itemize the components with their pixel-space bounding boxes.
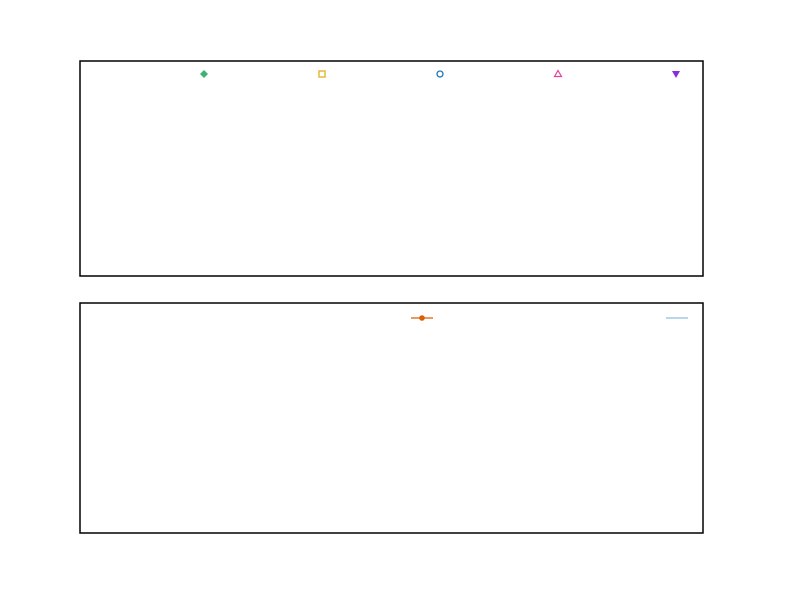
- legend-marker-fry: [318, 70, 326, 78]
- bottom-legend: [411, 315, 688, 321]
- legend-marker-silvery-parr: [553, 69, 563, 78]
- top-legend: [200, 69, 680, 78]
- legend-marker-daily-catch: [419, 315, 425, 321]
- legend-marker-smolt: [672, 71, 680, 78]
- bottom-plot-frame: [79, 302, 704, 534]
- legend-marker-alevin: [200, 70, 208, 78]
- legend-marker-parr: [436, 70, 444, 78]
- top-plot-frame: [79, 60, 704, 277]
